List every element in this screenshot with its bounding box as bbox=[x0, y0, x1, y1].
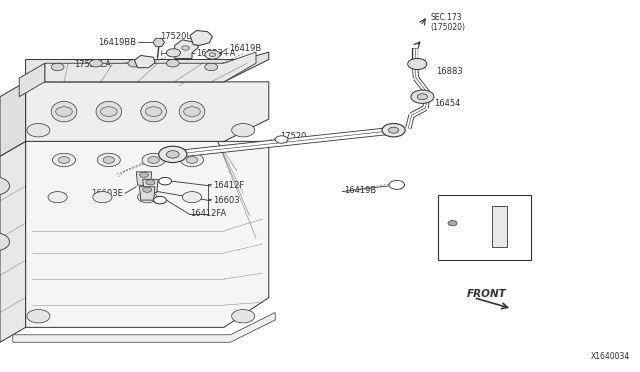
Polygon shape bbox=[136, 172, 152, 185]
Text: 16603: 16603 bbox=[213, 196, 240, 205]
Polygon shape bbox=[140, 187, 155, 200]
Circle shape bbox=[182, 192, 202, 203]
Circle shape bbox=[52, 153, 76, 167]
Polygon shape bbox=[143, 179, 158, 193]
Polygon shape bbox=[45, 52, 256, 82]
Circle shape bbox=[408, 58, 427, 70]
Circle shape bbox=[146, 180, 155, 185]
Circle shape bbox=[382, 124, 405, 137]
Polygon shape bbox=[492, 206, 507, 247]
Circle shape bbox=[145, 107, 162, 116]
Circle shape bbox=[93, 192, 112, 203]
Text: 16412F: 16412F bbox=[213, 181, 244, 190]
Polygon shape bbox=[0, 141, 26, 342]
Circle shape bbox=[90, 60, 102, 67]
Circle shape bbox=[186, 157, 198, 163]
Polygon shape bbox=[175, 40, 198, 58]
Circle shape bbox=[205, 63, 218, 71]
Circle shape bbox=[128, 60, 141, 67]
Text: 17520: 17520 bbox=[280, 132, 307, 141]
Polygon shape bbox=[0, 82, 26, 156]
Text: FRONT: FRONT bbox=[467, 289, 507, 299]
Polygon shape bbox=[134, 55, 155, 68]
Circle shape bbox=[180, 153, 204, 167]
Ellipse shape bbox=[179, 102, 205, 122]
Circle shape bbox=[411, 90, 434, 103]
Ellipse shape bbox=[141, 102, 166, 122]
Circle shape bbox=[0, 177, 10, 195]
Circle shape bbox=[56, 107, 72, 116]
Polygon shape bbox=[19, 63, 45, 97]
Text: 16419B: 16419B bbox=[344, 186, 376, 195]
Circle shape bbox=[27, 310, 50, 323]
Circle shape bbox=[148, 157, 159, 163]
Circle shape bbox=[417, 94, 428, 100]
Text: 17520L: 17520L bbox=[160, 32, 191, 41]
Circle shape bbox=[48, 192, 67, 203]
Text: 16883+A: 16883+A bbox=[196, 49, 236, 58]
Text: 16419BB: 16419BB bbox=[98, 38, 136, 47]
Polygon shape bbox=[26, 82, 269, 141]
Text: 16419B: 16419B bbox=[229, 44, 261, 53]
Text: SEC.173
(175020): SEC.173 (175020) bbox=[430, 13, 465, 32]
Circle shape bbox=[142, 153, 165, 167]
Circle shape bbox=[166, 60, 179, 67]
Text: 16412FA: 16412FA bbox=[190, 209, 227, 218]
Circle shape bbox=[140, 172, 148, 177]
Circle shape bbox=[58, 157, 70, 163]
Circle shape bbox=[154, 196, 166, 204]
Polygon shape bbox=[13, 312, 275, 342]
Circle shape bbox=[184, 107, 200, 116]
Circle shape bbox=[209, 53, 216, 57]
Circle shape bbox=[51, 63, 64, 71]
Ellipse shape bbox=[51, 102, 77, 122]
Circle shape bbox=[166, 49, 180, 57]
Text: X1640034: X1640034 bbox=[591, 352, 630, 361]
Polygon shape bbox=[26, 52, 269, 82]
Text: 16883: 16883 bbox=[436, 67, 463, 76]
Text: 16440N: 16440N bbox=[463, 248, 496, 257]
Bar bbox=[438, 195, 531, 260]
Circle shape bbox=[275, 136, 288, 143]
Circle shape bbox=[232, 124, 255, 137]
Ellipse shape bbox=[96, 102, 122, 122]
Circle shape bbox=[388, 127, 399, 133]
Circle shape bbox=[103, 157, 115, 163]
Polygon shape bbox=[190, 31, 212, 45]
Text: 16603E: 16603E bbox=[91, 189, 123, 198]
Circle shape bbox=[100, 107, 117, 116]
Circle shape bbox=[232, 310, 255, 323]
Polygon shape bbox=[153, 38, 164, 46]
Circle shape bbox=[182, 46, 189, 50]
Circle shape bbox=[138, 192, 157, 203]
Circle shape bbox=[0, 232, 10, 251]
Circle shape bbox=[143, 187, 152, 192]
Circle shape bbox=[97, 153, 120, 167]
Polygon shape bbox=[26, 141, 269, 327]
Text: 17520LA: 17520LA bbox=[74, 60, 111, 69]
Circle shape bbox=[159, 146, 187, 163]
Circle shape bbox=[27, 124, 50, 137]
Circle shape bbox=[166, 151, 179, 158]
Circle shape bbox=[205, 50, 220, 59]
Text: 16454: 16454 bbox=[434, 99, 460, 108]
Circle shape bbox=[389, 180, 404, 189]
Circle shape bbox=[448, 221, 457, 226]
Circle shape bbox=[159, 177, 172, 185]
